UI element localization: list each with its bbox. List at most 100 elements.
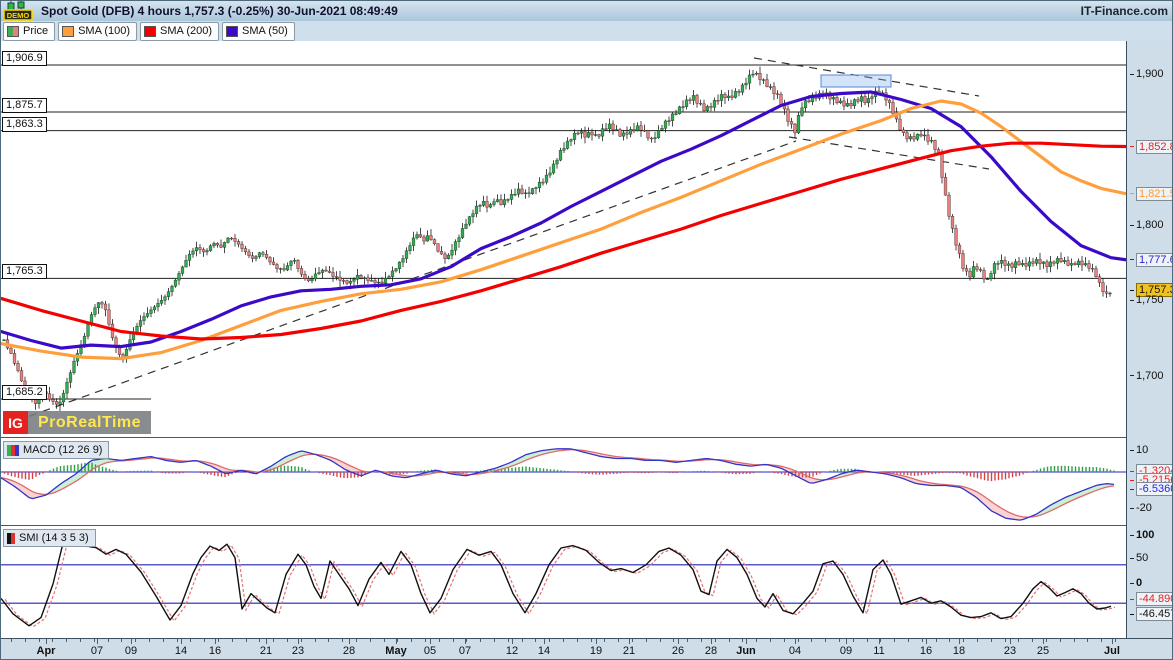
time-tick	[795, 639, 796, 644]
macd-line[interactable]	[1, 448, 1115, 521]
minor-time-tick	[811, 639, 812, 642]
time-tick	[46, 639, 47, 644]
date-label: 28	[342, 645, 356, 657]
minor-time-tick	[742, 639, 743, 642]
sma-line[interactable]	[1, 90, 1126, 350]
date-label: 14	[174, 645, 188, 657]
axis-price-label: 1,821.5	[1130, 186, 1172, 201]
sma-line[interactable]	[1, 141, 1126, 341]
time-tick	[465, 639, 466, 644]
price-axis-strip[interactable]: 1,900 1,852.8 1,821.5 1,800 1,777.6 1,757.3 1,…	[1126, 41, 1172, 638]
macd-pane[interactable]	[1, 438, 1126, 526]
minor-time-tick	[687, 639, 688, 642]
time-tick	[349, 639, 350, 644]
date-label: 05	[423, 645, 437, 657]
legend-chip-sma100[interactable]: SMA (100)	[58, 21, 138, 41]
minor-time-tick	[1060, 639, 1061, 642]
candles-group	[2, 66, 1112, 411]
minor-time-tick	[177, 639, 178, 642]
macd-fill	[473, 448, 575, 475]
panel-divider[interactable]	[1, 437, 1126, 438]
sma200-swatch-icon	[144, 25, 157, 37]
chart-area: 1,906.9 1,875.7 1,863.3 1,765.3 1,685.2 IG P…	[1, 41, 1172, 659]
minor-time-tick	[618, 639, 619, 642]
prorealtime-logo-text: ProRealTime	[28, 411, 152, 434]
sma-line[interactable]	[1, 99, 1126, 361]
minor-time-tick	[535, 639, 536, 642]
date-label: Jun	[736, 645, 756, 657]
minor-time-tick	[522, 639, 523, 642]
minor-time-tick	[715, 639, 716, 642]
axis-price-label: -6.5360	[1130, 482, 1172, 496]
axis-price-label: 1,750	[1130, 294, 1164, 306]
brand-link[interactable]: IT-Finance.com	[1080, 4, 1168, 18]
minor-time-tick	[839, 639, 840, 642]
date-label: 09	[839, 645, 853, 657]
minor-time-tick	[867, 639, 868, 642]
legend-chip-price[interactable]: Price	[3, 21, 56, 41]
axis-price-label: 50	[1130, 552, 1148, 564]
minor-time-tick	[1005, 639, 1006, 642]
smi-icon	[7, 532, 15, 544]
date-label: 21	[259, 645, 273, 657]
minor-time-tick	[121, 639, 122, 642]
axis-price-label: 10	[1130, 444, 1148, 456]
minor-time-tick	[936, 639, 937, 642]
minor-time-tick	[218, 639, 219, 642]
smi-pane[interactable]	[1, 526, 1126, 638]
minor-time-tick	[273, 639, 274, 642]
minor-time-tick	[701, 639, 702, 642]
time-tick	[629, 639, 630, 644]
minor-time-tick	[204, 639, 205, 642]
title-bar: DEMO Spot Gold (DFB) 4 hours 1,757.3 (-0…	[1, 1, 1172, 22]
legend-chip-sma50[interactable]: SMA (50)	[222, 21, 295, 41]
minor-time-tick	[39, 639, 40, 642]
minor-time-tick	[108, 639, 109, 642]
minor-time-tick	[1032, 639, 1033, 642]
date-label: 18	[952, 645, 966, 657]
smi-indicator-chip[interactable]: SMI (14 3 5 3)	[3, 529, 96, 547]
axis-price-label: -46.457	[1130, 607, 1172, 621]
time-tick	[430, 639, 431, 644]
minor-time-tick	[425, 639, 426, 642]
legend-chip-sma200[interactable]: SMA (200)	[140, 21, 219, 41]
trendline[interactable]	[15, 140, 797, 422]
demo-badge-text: DEMO	[7, 11, 30, 20]
macd-fill	[872, 472, 1030, 521]
time-tick	[512, 639, 513, 644]
minor-time-tick	[66, 639, 67, 642]
minor-time-tick	[880, 639, 881, 642]
legend-chip-label: Price	[23, 25, 49, 37]
time-tick	[97, 639, 98, 644]
minor-time-tick	[453, 639, 454, 642]
demo-badge: DEMO	[3, 1, 33, 21]
date-label: 07	[90, 645, 104, 657]
minor-time-tick	[135, 639, 136, 642]
instrument-title: Spot Gold (DFB) 4 hours 1,757.3 (-0.25%)…	[41, 4, 398, 18]
sma100-swatch-icon	[62, 25, 75, 37]
legend-chip-label: SMA (200)	[160, 25, 212, 37]
time-tick	[596, 639, 597, 644]
macd-indicator-chip[interactable]: MACD (12 26 9)	[3, 441, 110, 459]
minor-time-tick	[301, 639, 302, 642]
highlight-zone[interactable]	[820, 74, 892, 88]
axis-price-label: 100	[1130, 529, 1154, 541]
price-pane[interactable]	[1, 41, 1126, 438]
panel-divider[interactable]	[1, 525, 1126, 526]
minor-time-tick	[632, 639, 633, 642]
time-tick	[846, 639, 847, 644]
smi-signal-line[interactable]	[4, 543, 1116, 628]
minor-time-tick	[149, 639, 150, 642]
time-axis-strip[interactable]: Apr 07 09 14 16 21 23 28 May 05 07 12 14 19 21 26 28 Jun 0…	[1, 638, 1172, 659]
trendline[interactable]	[753, 57, 980, 97]
minor-time-tick	[908, 639, 909, 642]
minor-time-tick	[342, 639, 343, 642]
legend-row: Price SMA (100) SMA (200) SMA (50)	[1, 21, 1172, 41]
date-label: 19	[589, 645, 603, 657]
minor-time-tick	[756, 639, 757, 642]
price-swatch-icon	[7, 25, 19, 37]
smi-line[interactable]	[1, 542, 1112, 627]
date-label: 16	[208, 645, 222, 657]
ig-logo: IG	[3, 411, 28, 434]
minor-time-tick	[577, 639, 578, 642]
